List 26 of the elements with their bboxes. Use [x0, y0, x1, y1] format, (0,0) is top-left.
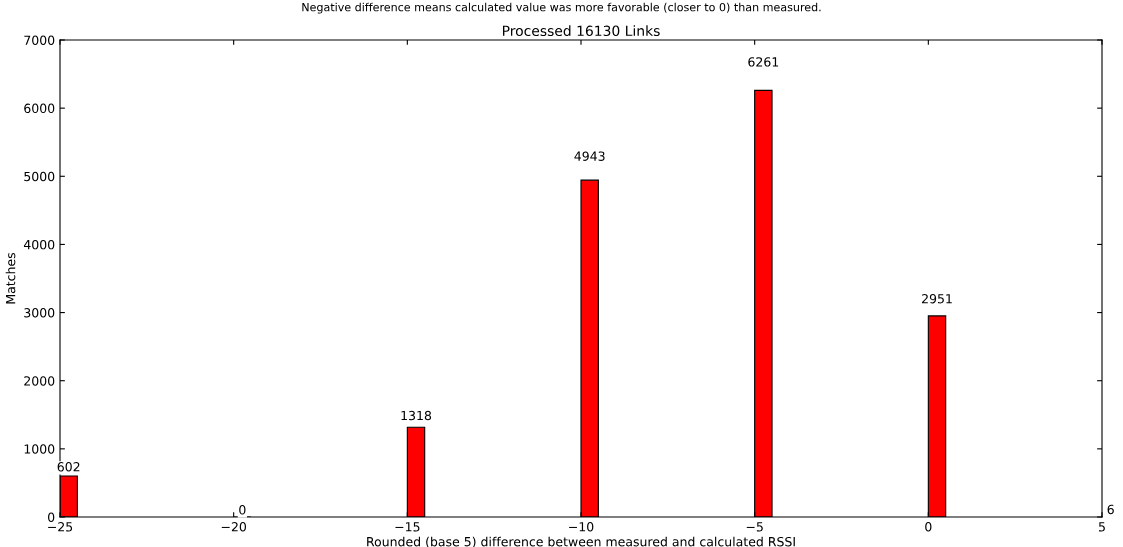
x-tick-label: 5 [1098, 522, 1105, 532]
y-tick-label: 3000 [24, 308, 55, 318]
y-tick-label: 4000 [23, 239, 55, 250]
x-tick-label: −15 [395, 522, 420, 532]
data-label: 0 [239, 505, 246, 515]
data-label: 1318 [401, 410, 432, 421]
data-label: 6261 [748, 57, 779, 67]
chart-title: Processed 16130 Links [503, 25, 660, 37]
data-label: 2951 [922, 293, 952, 304]
x-tick-label: 0 [925, 522, 932, 532]
x-tick-label: −5 [746, 522, 763, 532]
x-axis-title: Rounded (base 5) difference between measured and calculated RSSI [367, 536, 795, 547]
data-label: 6 [1107, 504, 1114, 515]
chart-subtitle: Negative difference means calculated value was more favorable (closer to 0) than measured. [302, 2, 821, 14]
y-tick-label: 6000 [24, 103, 55, 114]
y-axis-title: Matches [5, 252, 16, 304]
x-tick-label: −25 [48, 522, 73, 532]
y-tick-label: 5000 [24, 171, 55, 182]
y-tick-label: 1000 [24, 444, 55, 454]
data-label: 4943 [574, 151, 605, 161]
y-tick-label: 0 [48, 512, 55, 522]
y-tick-label: 7000 [24, 35, 55, 45]
y-tick-label: 2000 [24, 376, 55, 386]
data-label: 602 [57, 462, 80, 472]
x-tick-label: −10 [569, 522, 594, 532]
x-tick-label: −20 [221, 522, 247, 532]
